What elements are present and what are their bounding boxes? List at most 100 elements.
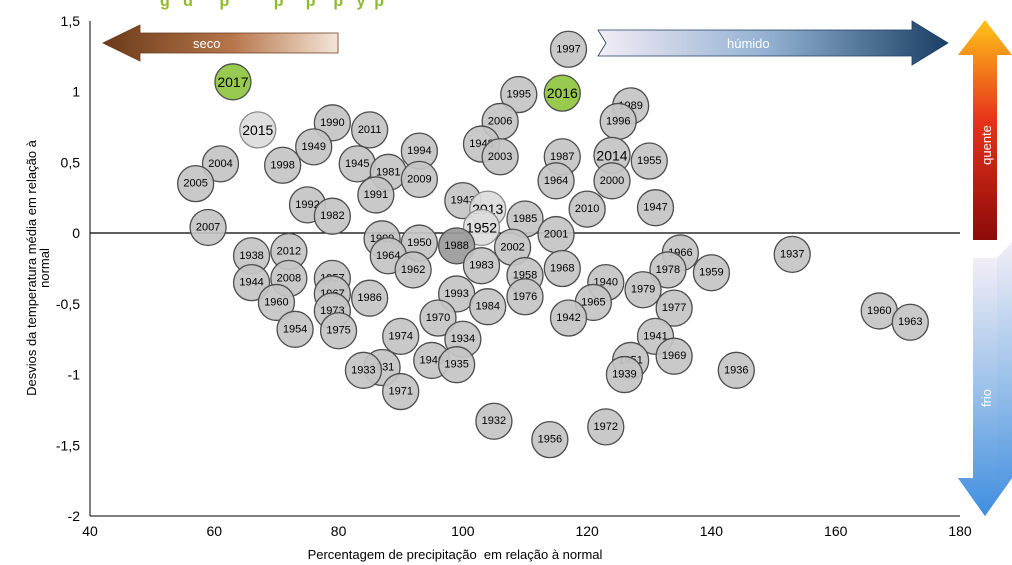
data-point-marker [630,142,668,180]
data-point-marker [257,283,296,322]
data-point: 1988 [437,227,476,265]
data-point: 1994 [400,132,439,170]
x-tick-label: 140 [700,523,724,539]
data-point: 2016 [543,74,581,112]
data-point-marker [176,164,215,203]
data-point: 1995 [500,75,538,114]
data-point: 2015 [239,111,277,149]
data-point-label: 1950 [407,237,431,249]
data-point: 1960 [257,283,296,322]
data-point: 1970 [419,299,457,337]
dry-label: seco [193,36,220,51]
data-point-label: 2002 [500,241,524,253]
chart-title: g d p p p p y p [160,0,384,10]
data-point-label: 1987 [550,151,574,163]
data-point-marker [232,263,271,302]
data-point-label: 1943 [451,195,475,207]
x-tick-label: 80 [331,523,347,539]
data-point: 1991 [357,176,395,214]
data-point-marker [549,30,588,68]
data-point-label: 2001 [544,229,568,241]
data-point: 1984 [469,288,507,326]
data-point-label: 1946 [420,354,444,366]
data-point-marker [189,208,227,247]
data-point: 1962 [394,251,432,289]
data-point-label: 1988 [444,240,468,252]
data-point-marker [624,271,662,309]
data-point-label: 1959 [699,267,723,279]
data-point-label: 2014 [596,147,627,163]
data-point-marker [344,351,383,389]
data-point-label: 1941 [643,330,667,342]
y-tick-label: -1,5 [56,437,80,453]
data-point-label: 2000 [600,175,624,187]
data-point-label: 1960 [867,305,891,317]
data-point-label: 1985 [513,213,537,225]
y-tick-label: 1,5 [61,13,81,29]
data-point-marker [636,189,675,227]
data-point-label: 1952 [466,219,497,235]
data-point-label: 1983 [469,260,493,272]
data-point: 1978 [649,251,687,289]
wet-arrow: húmido [597,20,949,66]
data-point: 2001 [537,215,575,254]
data-point: 1986 [350,279,389,317]
y-tick-label: -1 [68,367,81,383]
data-point: 2004 [201,145,240,183]
y-tick-label: 1 [72,84,80,100]
data-point: 1939 [605,355,644,394]
dry-arrow: seco [102,24,339,62]
data-point: 1998 [263,146,302,184]
data-point-label: 1945 [345,158,369,170]
data-point-marker [500,75,538,114]
data-point-marker [593,162,631,200]
data-point-marker [717,351,755,389]
data-point: 1947 [636,189,675,227]
data-point-label: 1972 [594,421,618,433]
data-point-marker [394,251,432,289]
data-point: 2005 [176,164,215,203]
data-point-label: 1975 [326,325,350,337]
data-point-marker [437,227,476,265]
data-point: 2002 [493,228,532,266]
data-point-label: 2008 [277,272,301,284]
data-point-label: 1994 [407,145,431,157]
data-point-marker [319,312,358,350]
data-point-label: 1986 [357,292,381,304]
data-point-marker [543,74,581,112]
data-point: 2011 [350,111,389,149]
data-point: 1972 [587,408,625,446]
data-point-label: 2003 [488,151,512,163]
data-point-marker [537,162,575,200]
data-point-label: 1976 [513,291,537,303]
data-point-marker [239,111,277,149]
data-point-marker [313,197,352,235]
data-point-label: 1935 [444,359,468,371]
data-point: 1945 [338,145,376,183]
data-point-label: 1944 [239,277,263,289]
data-point-marker [587,408,625,446]
x-tick-label: 120 [575,523,599,539]
x-tick-label: 60 [206,523,222,539]
data-point-marker [350,111,389,149]
data-point-label: 1942 [556,312,580,324]
data-point-label: 2007 [196,221,220,233]
data-point-label: 1954 [283,323,307,335]
y-axis-title-line-2: normal [37,248,52,288]
data-point-marker [773,235,811,274]
hot-arrow: quente [958,20,1012,240]
data-point: 1968 [543,249,581,288]
data-point: 1935 [437,346,476,384]
data-point-label: 1964 [376,250,400,262]
data-point-marker [655,289,693,327]
data-point-label: 1965 [581,296,605,308]
data-point: 1938 [232,237,271,275]
x-tick-labels: 40 60 80 100 120 140 160 180 [82,523,972,539]
data-point-marker [437,346,476,384]
x-axis-title: Percentagem de precipitação em relação à… [308,547,603,562]
y-tick-label: -0,5 [56,296,80,312]
data-point-label: 2017 [217,74,248,90]
data-point-marker [214,63,252,101]
y-tick-labels: -2 -1,5 -1 -0,5 0 0,5 1 1,5 [56,13,80,524]
